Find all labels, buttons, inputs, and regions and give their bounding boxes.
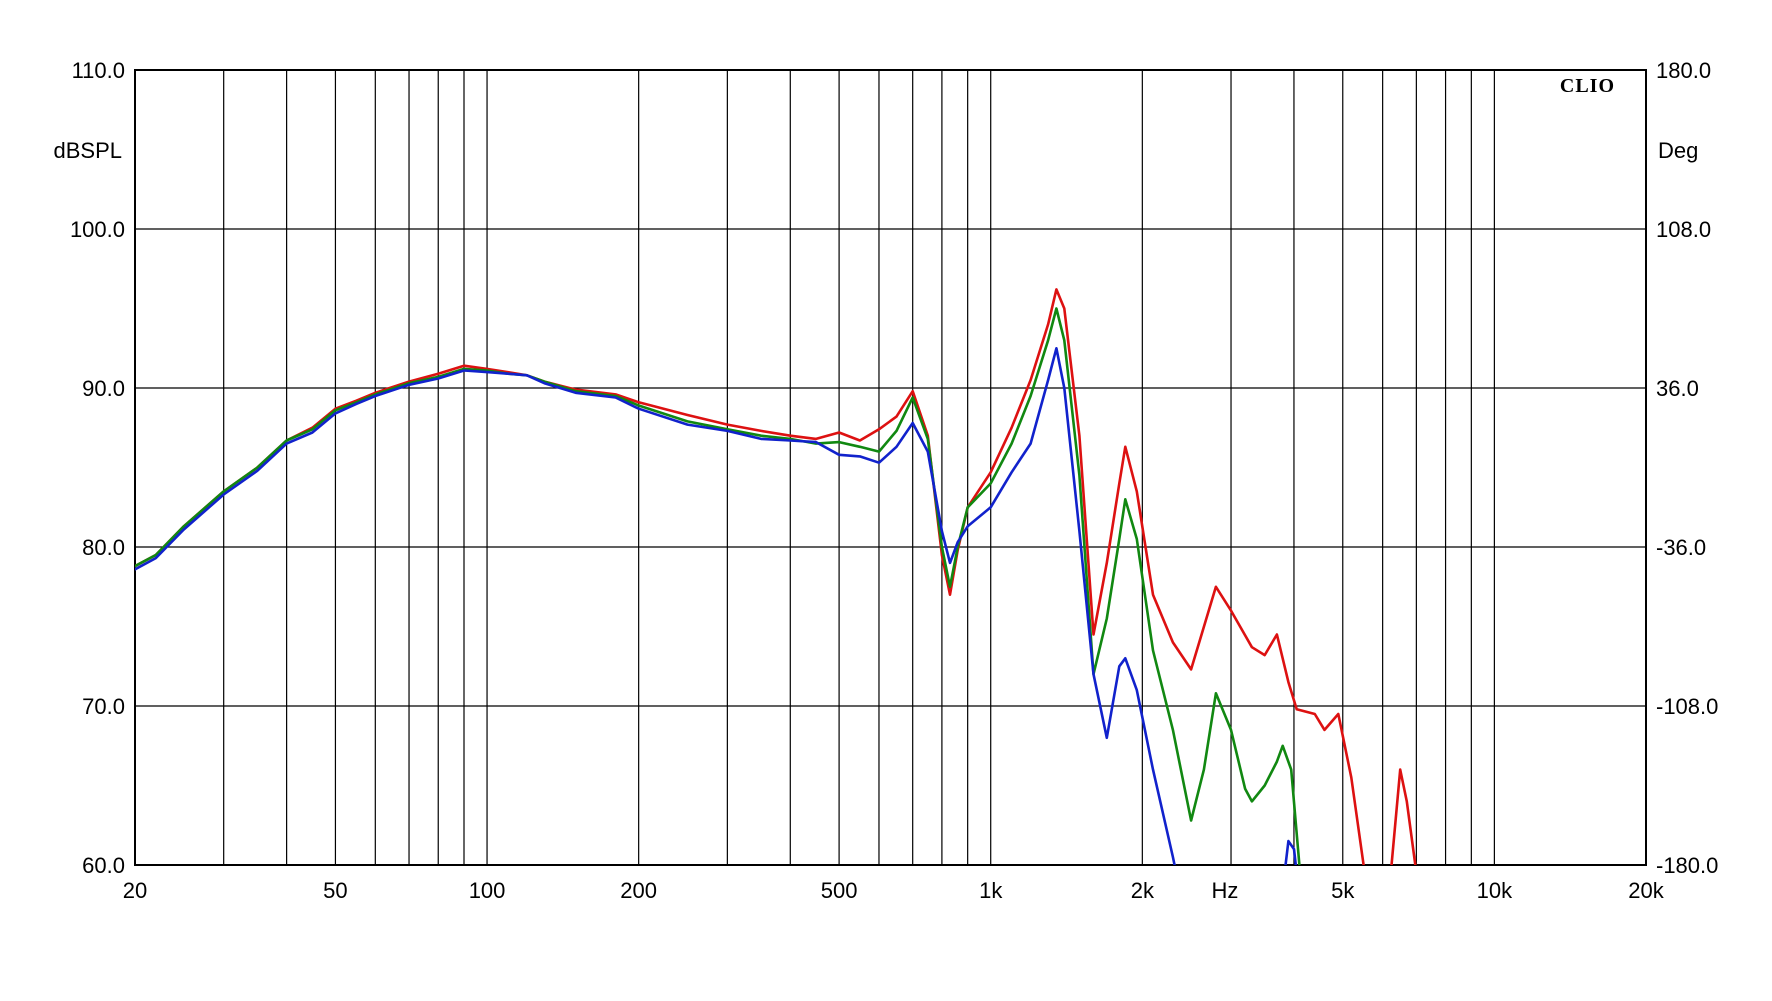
- y-tick-label: 80.0: [82, 535, 125, 560]
- clio-logo: CLIO: [1560, 75, 1615, 97]
- y-tick-label: 70.0: [82, 694, 125, 719]
- y2-tick-labels: -180.0 -108.0 -36.0 36.0 108.0 180.0: [1656, 58, 1718, 878]
- x-tick-label: 20: [123, 878, 147, 903]
- y2-tick-label: -36.0: [1656, 535, 1706, 560]
- y2-axis-unit: Deg: [1658, 138, 1698, 163]
- y2-tick-label: 36.0: [1656, 376, 1699, 401]
- y-tick-label: 60.0: [82, 853, 125, 878]
- x-tick-label: 2k: [1131, 878, 1155, 903]
- grid: [135, 69, 1646, 866]
- plot-frame: [134, 69, 1647, 866]
- x-tick-label: 20k: [1628, 878, 1664, 903]
- series-line-3: [135, 346, 1298, 865]
- x-tick-label: 200: [620, 878, 657, 903]
- series-line-2: [135, 307, 1301, 865]
- x-tick-label: 100: [469, 878, 506, 903]
- y-tick-label: 100.0: [70, 217, 125, 242]
- y2-tick-label: 180.0: [1656, 58, 1711, 83]
- y2-tick-label: 108.0: [1656, 217, 1711, 242]
- y2-tick-label: -108.0: [1656, 694, 1718, 719]
- x-tick-label: 50: [323, 878, 347, 903]
- series-layer: [135, 288, 1417, 865]
- x-tick-label: 5k: [1331, 878, 1355, 903]
- x-axis-unit: Hz: [1212, 878, 1239, 903]
- y2-tick-label: -180.0: [1656, 853, 1718, 878]
- y-tick-label: 110.0: [72, 58, 125, 83]
- x-tick-label: 10k: [1477, 878, 1513, 903]
- x-tick-label: 500: [821, 878, 858, 903]
- y-tick-label: 90.0: [82, 376, 125, 401]
- x-tick-label: 1k: [979, 878, 1003, 903]
- y-tick-labels: 60.0 70.0 80.0 90.0 100.0 110.0: [70, 58, 125, 878]
- y-axis-unit: dBSPL: [54, 138, 123, 163]
- x-tick-labels: 20 50 100 200 500 1k 2k 5k 10k 20k: [123, 878, 1665, 903]
